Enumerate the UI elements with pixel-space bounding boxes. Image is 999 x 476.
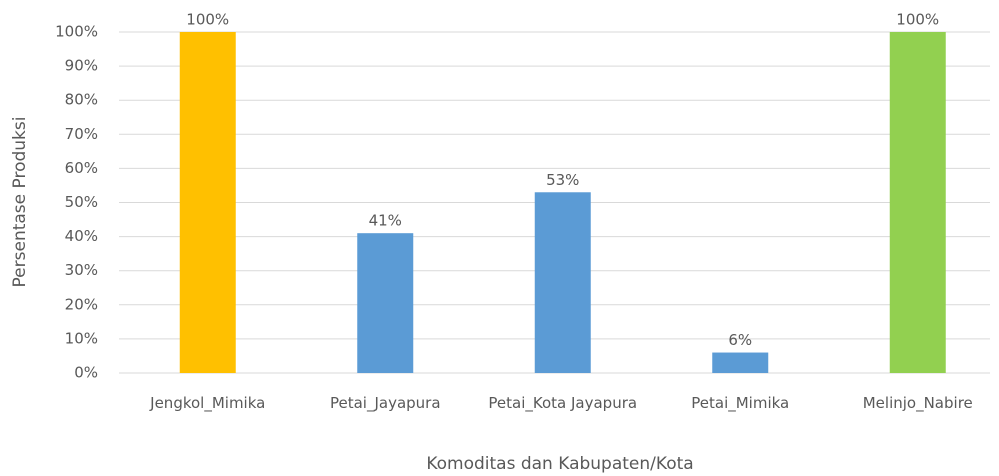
y-tick-label: 90% (65, 57, 98, 75)
y-tick-label: 30% (65, 261, 98, 279)
y-tick-label: 50% (65, 193, 98, 211)
data-label: 100% (186, 11, 229, 29)
y-tick-label: 10% (65, 329, 98, 347)
bar (712, 352, 769, 373)
y-tick-label: 80% (65, 91, 98, 109)
y-axis-title: Persentase Produksi (10, 117, 30, 288)
bar (889, 32, 946, 373)
x-tick-label: Melinjo_Nabire (862, 394, 973, 412)
y-tick-label: 100% (55, 23, 98, 41)
x-axis-title: Komoditas dan Kabupaten/Kota (426, 454, 693, 474)
x-tick-label: Jengkol_Mimika (150, 394, 266, 412)
y-tick-label: 60% (65, 159, 98, 177)
x-tick-label: Petai_Mimika (691, 394, 790, 412)
x-tick-label: Petai_Jayapura (329, 394, 441, 412)
y-tick-label: 20% (65, 295, 98, 313)
data-label: 100% (896, 11, 939, 29)
y-tick-label: 0% (74, 364, 98, 382)
bar (357, 233, 414, 373)
data-label: 53% (546, 171, 579, 189)
bar (179, 32, 236, 373)
y-tick-label: 70% (65, 125, 98, 143)
bar (534, 192, 591, 373)
y-tick-label: 40% (65, 227, 98, 245)
x-tick-label: Petai_Kota Jayapura (488, 394, 638, 412)
data-label: 6% (728, 331, 752, 349)
data-label: 41% (369, 212, 402, 230)
